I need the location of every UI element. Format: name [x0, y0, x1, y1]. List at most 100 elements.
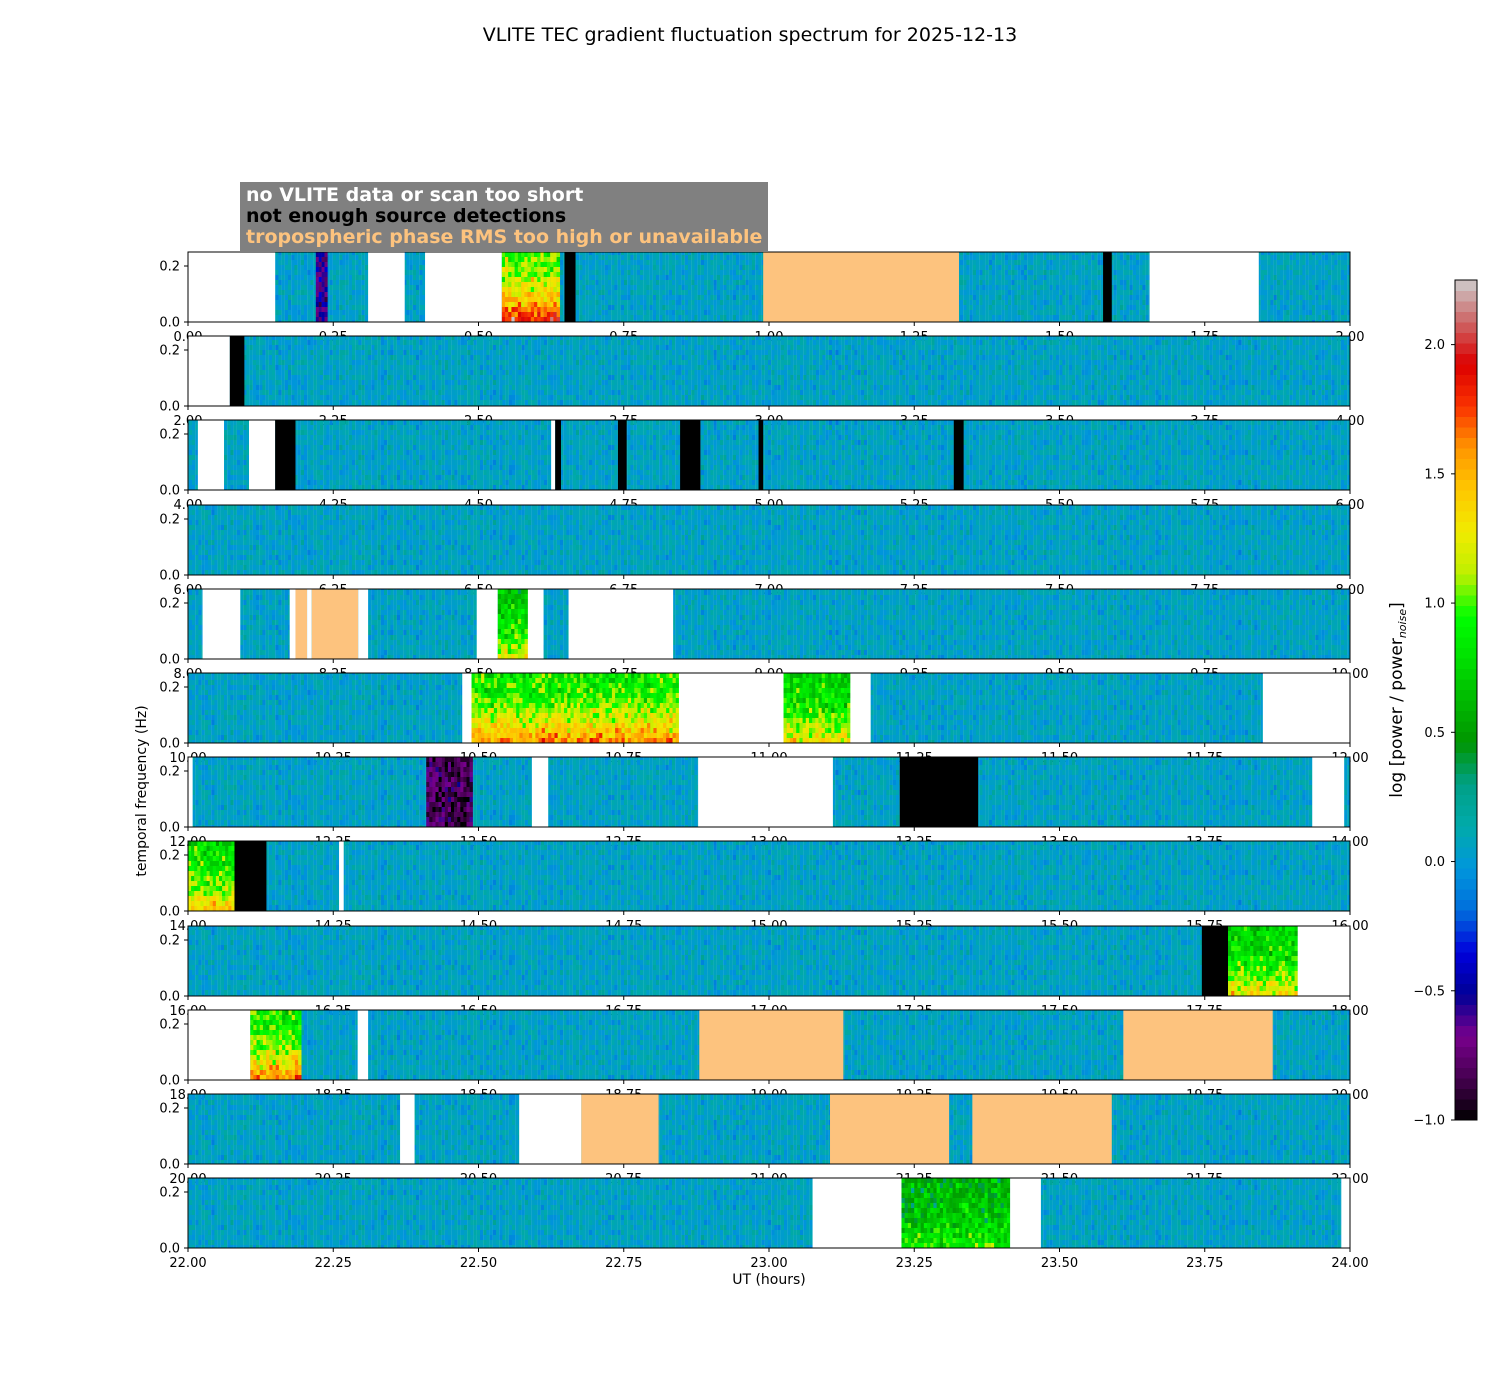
event-cell	[506, 723, 511, 729]
mask-no-data	[1262, 673, 1350, 743]
event-cell	[250, 1060, 254, 1066]
event-cell	[1247, 976, 1251, 982]
event-cell	[285, 1075, 289, 1081]
event-cell	[1227, 926, 1232, 932]
event-cell	[987, 1203, 992, 1209]
event-cell	[546, 297, 551, 303]
event-cell	[634, 698, 638, 704]
spectrum-heatmap	[188, 505, 1350, 575]
event-cell	[481, 723, 485, 729]
event-cell	[215, 866, 220, 872]
event-cell	[197, 896, 201, 902]
event-cell	[269, 1050, 273, 1056]
event-cell	[666, 688, 670, 694]
event-cell	[990, 1208, 995, 1214]
event-cell	[200, 846, 204, 852]
event-cell	[200, 866, 204, 872]
event-cell	[847, 723, 851, 729]
event-cell	[914, 1208, 918, 1214]
event-cell	[497, 733, 501, 739]
event-cell	[463, 757, 467, 763]
event-cell	[1231, 946, 1235, 952]
event-cell	[228, 841, 232, 847]
event-cell	[460, 807, 464, 813]
event-cell	[225, 866, 229, 872]
y-tick-label: 0.2	[159, 1186, 180, 1201]
event-cell	[525, 698, 530, 704]
event-cell	[958, 1228, 963, 1234]
event-cell	[507, 639, 512, 645]
event-cell	[615, 698, 619, 704]
event-cell	[218, 871, 223, 877]
event-cell	[786, 728, 791, 734]
event-cell	[527, 302, 531, 308]
event-cell	[188, 906, 192, 912]
event-cell	[503, 738, 507, 744]
event-cell	[294, 1015, 299, 1021]
event-cell	[469, 787, 473, 793]
event-cell	[524, 649, 529, 655]
event-cell	[828, 718, 832, 724]
colorbar-segment	[1455, 668, 1477, 680]
colorbar-segment	[1455, 826, 1477, 837]
event-cell	[917, 1243, 921, 1249]
event-cell	[272, 1070, 276, 1076]
event-cell	[457, 792, 461, 798]
event-cell	[647, 723, 651, 729]
event-cell	[501, 267, 506, 273]
event-cell	[914, 1238, 918, 1244]
mask-no-data	[188, 757, 193, 827]
event-cell	[460, 797, 464, 803]
event-cell	[231, 891, 235, 897]
event-cell	[497, 614, 502, 620]
event-cell	[259, 1075, 264, 1081]
event-cell	[650, 678, 654, 684]
event-cell	[911, 1233, 915, 1239]
event-cell	[450, 807, 455, 813]
event-cell	[272, 1060, 276, 1066]
mask-no-sources	[275, 420, 296, 490]
event-cell	[943, 1218, 947, 1224]
colorbar-segment	[1455, 553, 1477, 564]
event-cell	[253, 1025, 257, 1031]
event-cell	[1234, 956, 1238, 962]
event-cell	[1247, 956, 1251, 962]
event-cell	[514, 257, 519, 263]
event-cell	[1234, 976, 1238, 982]
event-cell	[583, 683, 587, 689]
event-cell	[789, 728, 794, 734]
event-cell	[507, 594, 512, 600]
event-cell	[656, 673, 660, 679]
event-cell	[519, 688, 523, 694]
event-cell	[990, 1243, 995, 1249]
event-cell	[1288, 941, 1292, 947]
event-cell	[212, 851, 217, 857]
event-cell	[1288, 931, 1292, 937]
event-cell	[426, 797, 430, 803]
event-cell	[554, 728, 558, 734]
event-cell	[1253, 966, 1257, 972]
event-cell	[939, 1188, 944, 1194]
event-cell	[789, 738, 794, 744]
event-cell	[573, 723, 578, 729]
event-cell	[796, 703, 800, 709]
event-cell	[282, 1070, 286, 1076]
event-cell	[504, 599, 508, 605]
event-cell	[522, 693, 526, 699]
event-cell	[500, 673, 504, 679]
event-cell	[524, 307, 528, 313]
event-cell	[253, 1065, 257, 1071]
event-cell	[503, 708, 507, 714]
mask-legend: no VLITE data or scan too short not enou…	[240, 182, 769, 252]
event-cell	[911, 1188, 915, 1194]
event-cell	[285, 1045, 289, 1051]
event-cell	[550, 282, 554, 288]
event-cell	[580, 703, 584, 709]
event-cell	[256, 1045, 260, 1051]
event-cell	[460, 822, 464, 828]
event-cell	[618, 678, 622, 684]
event-cell	[939, 1218, 944, 1224]
event-cell	[640, 718, 645, 724]
colorbar-segment	[1455, 1099, 1477, 1110]
colorbar-segment	[1455, 511, 1477, 522]
